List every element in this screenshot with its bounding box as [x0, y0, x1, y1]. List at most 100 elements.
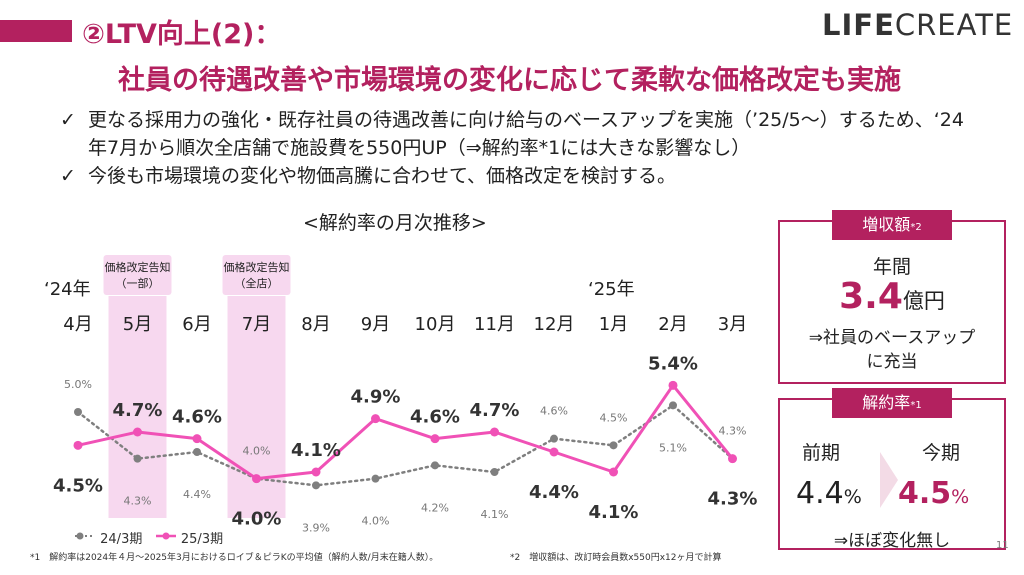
legend-solid-marker — [155, 532, 176, 540]
month-tick-label: 3月 — [718, 314, 747, 335]
price-revision-band — [108, 296, 167, 518]
series-curr-point — [430, 434, 440, 444]
revenue-tag-note: *2 — [910, 222, 922, 233]
page-number: 11 — [996, 540, 1009, 551]
series-prev-point — [550, 434, 558, 443]
bullet-item: ✓ 更なる採用力の強化・既存社員の待遇改善に向け給与のベースアップを実施（’25… — [60, 106, 980, 162]
churn-prev-percent: % — [843, 486, 862, 508]
churn-note: ⇒ほぼ変化無し — [833, 531, 951, 551]
series-prev-data-label: 3.9% — [302, 521, 330, 534]
price-revision-callout-line1: 価格改定告知 — [105, 260, 171, 274]
series-curr-data-label: 4.3% — [708, 489, 758, 510]
month-tick-label: 11月 — [474, 314, 515, 335]
price-revision-callout-line2: （一部） — [116, 276, 160, 290]
legend-series-curr: 25/3期 — [180, 532, 224, 547]
churn-prev-value: 4.4% — [796, 476, 862, 511]
revenue-annual-label: 年間 — [872, 256, 911, 278]
series-curr-data-label: 4.4% — [529, 482, 579, 503]
month-tick-label: 5月 — [123, 314, 152, 335]
churn-curr-number: 4.5 — [898, 476, 952, 511]
bullet-item: ✓ 今後も市場環境の変化や物価高騰に合わせて、価格改定を検討する。 — [60, 162, 980, 190]
series-curr-point — [668, 380, 678, 390]
churn-tag: 解約率*1 — [832, 388, 952, 418]
series-prev-data-label: 5.0% — [64, 378, 92, 391]
series-prev-point — [490, 468, 499, 476]
series-curr-point — [371, 414, 380, 424]
series-prev-point — [133, 454, 142, 463]
title-accent-bar — [0, 20, 72, 42]
month-tick-label: 12月 — [534, 314, 575, 335]
legend-dotted-marker — [75, 532, 95, 540]
churn-tag-label: 解約率 — [862, 393, 911, 412]
price-revision-callout-line1: 価格改定告知 — [224, 260, 290, 274]
series-prev-data-label: 4.5% — [600, 411, 628, 424]
series-prev-data-label: 4.0% — [362, 515, 390, 528]
series-curr-point — [549, 447, 559, 457]
series-curr-point — [192, 434, 202, 444]
footnote-2: *2 増収額は、改訂時会員数x550円x12ヶ月で計算 — [510, 553, 722, 563]
churn-prev-number: 4.4 — [796, 476, 844, 511]
series-prev-point — [312, 481, 320, 490]
price-revision-callout-line2: （全店） — [235, 276, 279, 290]
month-tick-label: 2月 — [658, 314, 687, 335]
series-prev-data-label: 4.3% — [719, 425, 747, 438]
revenue-note-line2: に充当 — [866, 352, 918, 372]
series-curr-data-label: 4.7% — [470, 400, 520, 421]
price-revision-callout — [103, 255, 172, 295]
month-tick-label: 10月 — [415, 314, 456, 335]
series-curr-point — [73, 440, 83, 450]
series-curr-data-label: 4.1% — [291, 440, 341, 461]
series-curr-data-label: 4.1% — [589, 502, 639, 523]
series-curr-point — [133, 427, 142, 437]
series-curr-data-label: 4.7% — [113, 400, 163, 421]
chart-title: <解約率の月次推移> — [303, 212, 487, 234]
churn-curr-label: 今期 — [922, 442, 961, 464]
month-tick-label: 6月 — [182, 314, 211, 335]
churn-box: 解約率*1 前期 今期 4.4% 4.5% ⇒ほぼ変化無し — [778, 388, 1006, 551]
chevron-right-icon — [880, 452, 898, 508]
revenue-tag: 増収額*2 — [832, 210, 952, 240]
footnote-1: *1 解約率は2024年４月～2025年3月におけるロイブ＆ピラKの平均値（解約… — [30, 553, 439, 563]
month-tick-label: 1月 — [599, 314, 628, 335]
churn-curr-percent: % — [951, 486, 970, 508]
series-prev-data-label: 4.3% — [124, 495, 152, 508]
year-label-2025: ‘25年 — [588, 279, 635, 300]
bullet-text: 更なる採用力の強化・既存社員の待遇改善に向け給与のベースアップを実施（’25/5… — [88, 109, 964, 159]
year-label-2024: ‘24年 — [44, 279, 91, 300]
revenue-unit: 億円 — [902, 289, 945, 313]
series-curr-point — [311, 467, 321, 477]
revenue-note: ⇒社員のベースアップ に充当 — [780, 326, 1004, 374]
series-prev-point — [431, 461, 439, 470]
series-prev-point — [371, 474, 380, 483]
logo-light-part: CREATE — [894, 8, 1014, 42]
month-tick-label: 4月 — [63, 314, 92, 335]
churn-curr-value: 4.5% — [898, 476, 969, 511]
revenue-note-line1: ⇒社員のベースアップ — [808, 328, 976, 348]
logo-bold-part: LIFE — [822, 8, 895, 42]
revenue-tag-label: 増収額 — [862, 215, 911, 234]
series-curr-data-label: 4.9% — [351, 387, 401, 408]
bullet-text: 今後も市場環境の変化や物価高騰に合わせて、価格改定を検討する。 — [88, 165, 677, 187]
series-prev-point — [193, 448, 201, 456]
series-curr-point — [490, 427, 499, 437]
series-prev-data-label: 4.0% — [243, 445, 271, 458]
bullet-list: ✓ 更なる採用力の強化・既存社員の待遇改善に向け給与のベースアップを実施（’25… — [60, 106, 980, 190]
churn-tag-note: *1 — [910, 400, 922, 411]
series-prev-data-label: 4.1% — [481, 508, 509, 521]
series-prev-data-label: 4.2% — [421, 501, 449, 514]
churn-prev-label: 前期 — [802, 442, 841, 464]
series-prev-point — [74, 408, 82, 416]
legend-series-prev: 24/3期 — [100, 532, 143, 547]
churn-line-chart: 価格改定告知 （一部） 価格改定告知 （全店） ‘24年 ‘25年 4月 5月 6月 7月 8月 9月… — [44, 255, 758, 534]
company-logo: LIFECREATE — [822, 8, 1013, 42]
page-title: ②LTV向上(2)： — [82, 19, 282, 50]
series-curr-data-label: 4.6% — [410, 407, 460, 428]
series-curr-data-label: 5.4% — [648, 353, 698, 374]
page-subtitle: 社員の待遇改善や市場環境の変化に応じて柔軟な価格改定も実施 — [118, 65, 901, 96]
series-curr-data-label: 4.6% — [172, 407, 222, 428]
revenue-value: 3.4億円 — [780, 276, 1004, 317]
check-icon: ✓ — [60, 109, 76, 131]
month-tick-label: 7月 — [242, 314, 271, 335]
series-curr-data-label: 4.0% — [232, 509, 282, 530]
series-curr-point — [728, 454, 737, 464]
